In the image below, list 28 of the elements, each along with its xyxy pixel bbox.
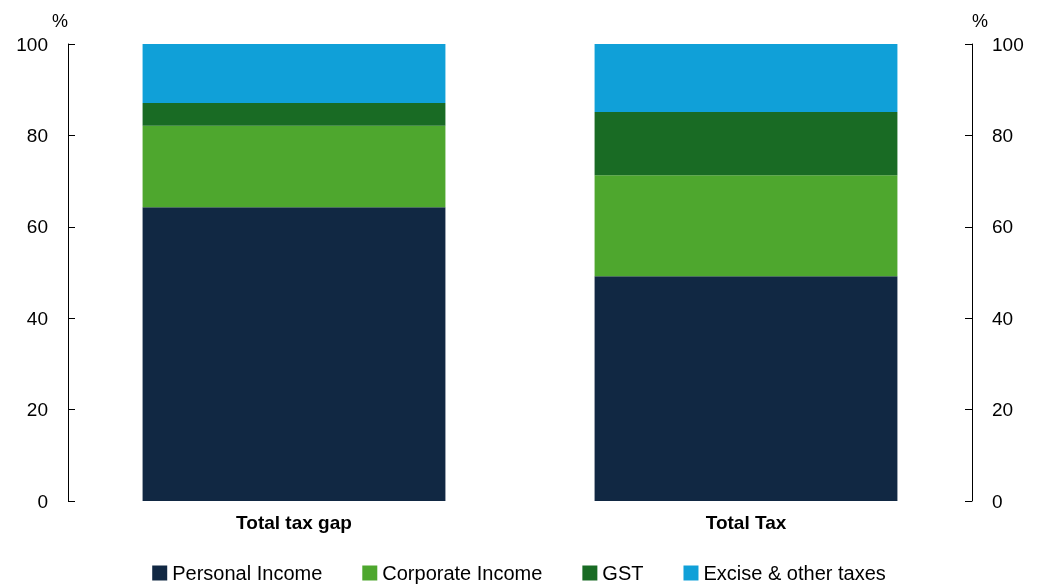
y2-tick-label: 20 [992,399,1014,421]
y2-tick-label: 80 [992,124,1014,146]
legend-label: Personal Income [172,562,323,584]
y2-axis-title: % [972,11,989,31]
bar [142,44,446,103]
x-tick-label: Total Tax [705,512,787,533]
y2-tick-label: 40 [992,307,1014,329]
bar [594,112,898,176]
y2-tick-label: 60 [992,216,1014,238]
y-tick-label: 60 [26,216,48,238]
bar [594,276,898,501]
y-tick-label: 0 [37,490,48,512]
y-tick-label: 20 [26,399,48,421]
y-tick-label: 40 [26,307,48,329]
y2-tick-label: 100 [992,33,1024,55]
y-axis-title: % [51,11,68,31]
bar [142,102,446,126]
bar [142,125,446,208]
bar [594,175,898,277]
bar [594,44,898,113]
bar [142,207,446,501]
y-tick-label: 80 [26,124,48,146]
legend-label: Excise & other taxes [703,562,886,584]
x-tick-label: Total tax gap [236,512,352,533]
y-tick-label: 100 [16,33,48,55]
legend-label: GST [602,562,644,584]
y2-tick-label: 0 [992,490,1003,512]
legend-label: Corporate Income [382,562,543,584]
